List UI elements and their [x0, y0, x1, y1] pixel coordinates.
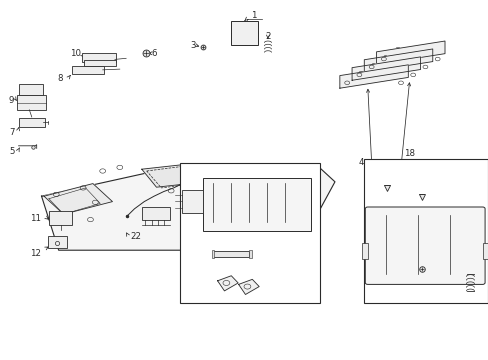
Polygon shape: [238, 279, 259, 294]
Text: 14: 14: [236, 163, 247, 172]
Text: 8: 8: [57, 74, 62, 83]
Bar: [182, 190, 203, 213]
Text: 20: 20: [402, 175, 413, 184]
Polygon shape: [364, 49, 432, 72]
FancyBboxPatch shape: [365, 207, 484, 284]
Text: 11: 11: [30, 214, 41, 223]
Bar: [82, 53, 116, 62]
Bar: [211, 250, 214, 258]
Bar: [72, 66, 104, 74]
Text: 1: 1: [250, 10, 256, 19]
Bar: [142, 207, 170, 220]
Text: 20: 20: [438, 191, 448, 199]
Bar: [203, 178, 310, 231]
Text: 7: 7: [9, 128, 15, 137]
Bar: [249, 250, 251, 258]
Text: 12: 12: [30, 249, 41, 258]
Polygon shape: [376, 41, 444, 64]
Text: 6: 6: [151, 49, 157, 58]
Text: 13: 13: [150, 212, 161, 221]
Text: 21: 21: [394, 260, 405, 269]
Text: 4: 4: [357, 158, 363, 167]
Text: 3: 3: [190, 40, 196, 49]
Text: 15: 15: [197, 248, 208, 256]
Polygon shape: [142, 164, 205, 187]
Text: 22: 22: [130, 233, 141, 241]
Bar: [84, 60, 116, 66]
Bar: [19, 118, 45, 127]
Bar: [48, 236, 66, 248]
Bar: [17, 95, 46, 110]
Bar: [180, 163, 320, 303]
Polygon shape: [339, 65, 407, 88]
Text: 9: 9: [8, 95, 13, 104]
Bar: [482, 243, 488, 259]
Text: 2: 2: [264, 32, 270, 41]
Polygon shape: [44, 184, 112, 214]
Bar: [49, 211, 72, 225]
Text: 5: 5: [9, 148, 15, 156]
Bar: [231, 21, 258, 45]
Text: 19: 19: [464, 297, 475, 306]
Bar: [19, 84, 43, 95]
Text: 18: 18: [404, 149, 414, 158]
Polygon shape: [41, 164, 334, 250]
Polygon shape: [351, 57, 420, 80]
Text: 16: 16: [197, 277, 208, 286]
Text: 17: 17: [197, 200, 208, 209]
Polygon shape: [217, 276, 238, 291]
Bar: [364, 159, 487, 303]
Bar: [212, 251, 249, 257]
Text: 10: 10: [70, 49, 81, 58]
Bar: [361, 243, 367, 259]
